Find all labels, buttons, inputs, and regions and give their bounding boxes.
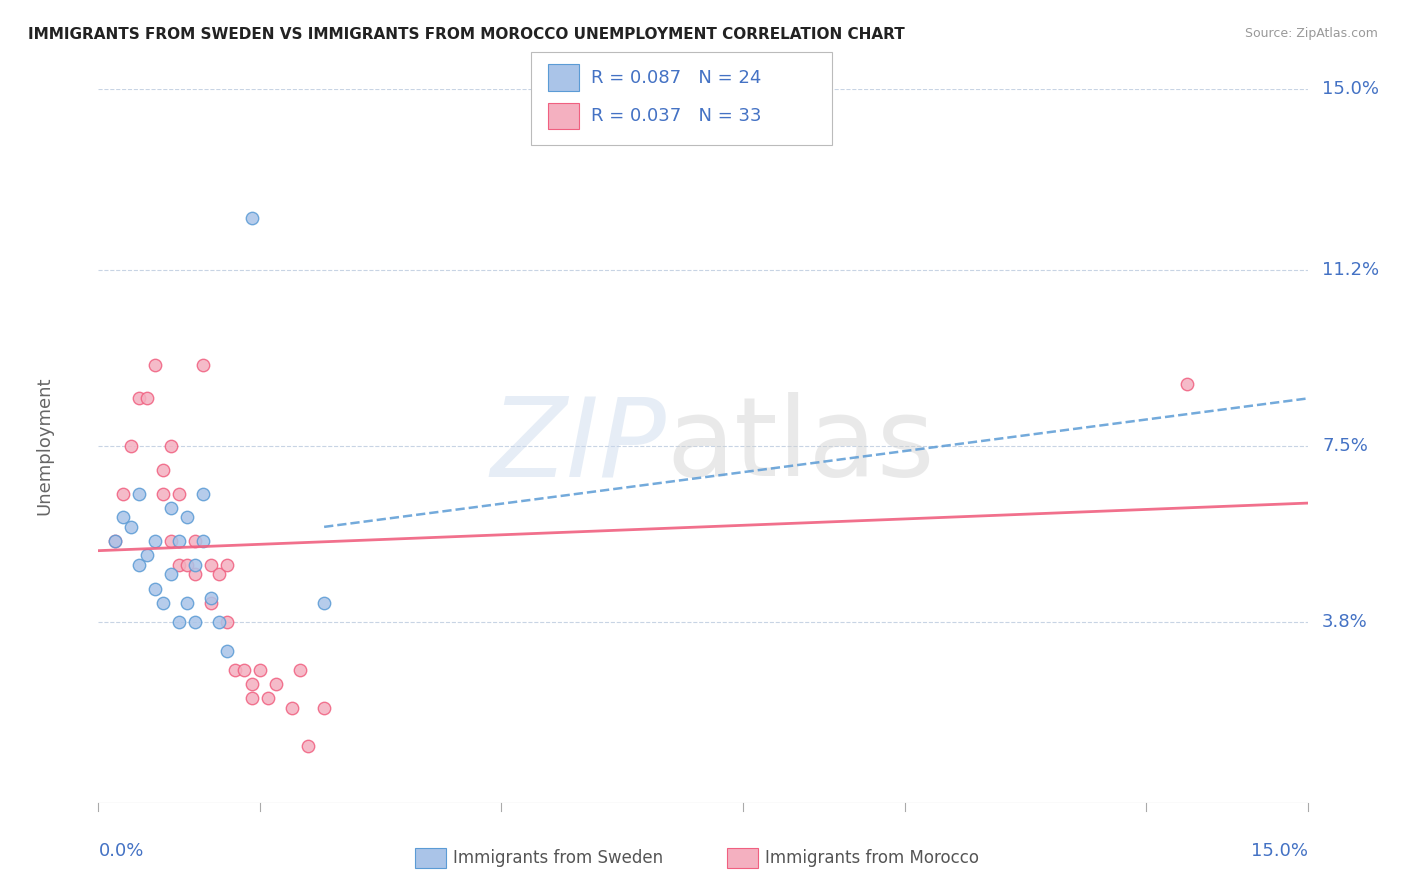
Point bbox=[224, 663, 246, 677]
Point bbox=[152, 596, 174, 610]
Point bbox=[193, 534, 215, 549]
Point bbox=[297, 739, 319, 753]
Text: Immigrants from Morocco: Immigrants from Morocco bbox=[765, 849, 979, 867]
Text: R = 0.037   N = 33: R = 0.037 N = 33 bbox=[591, 107, 761, 125]
Text: 15.0%: 15.0% bbox=[1250, 842, 1308, 860]
Point bbox=[217, 643, 239, 657]
Point bbox=[143, 582, 166, 596]
Text: 0.0%: 0.0% bbox=[98, 842, 143, 860]
Point bbox=[160, 439, 183, 453]
Point bbox=[208, 567, 231, 582]
Point bbox=[249, 663, 271, 677]
Point bbox=[103, 534, 125, 549]
Point bbox=[184, 615, 207, 629]
Text: ZIP: ZIP bbox=[491, 392, 666, 500]
Point bbox=[143, 534, 166, 549]
Point bbox=[167, 486, 190, 500]
Point bbox=[281, 700, 304, 714]
Point bbox=[135, 392, 157, 406]
Text: R = 0.087   N = 24: R = 0.087 N = 24 bbox=[591, 69, 761, 87]
Text: 3.8%: 3.8% bbox=[1322, 613, 1368, 631]
Point bbox=[160, 567, 183, 582]
Point bbox=[200, 596, 222, 610]
Point bbox=[217, 558, 239, 572]
Text: IMMIGRANTS FROM SWEDEN VS IMMIGRANTS FROM MOROCCO UNEMPLOYMENT CORRELATION CHART: IMMIGRANTS FROM SWEDEN VS IMMIGRANTS FRO… bbox=[28, 27, 905, 42]
Point bbox=[208, 615, 231, 629]
Point bbox=[314, 700, 336, 714]
Point bbox=[167, 558, 190, 572]
Point bbox=[167, 615, 190, 629]
Point bbox=[143, 358, 166, 372]
Point bbox=[176, 596, 198, 610]
Text: Immigrants from Sweden: Immigrants from Sweden bbox=[453, 849, 662, 867]
Point bbox=[128, 486, 150, 500]
Point bbox=[128, 392, 150, 406]
Point bbox=[264, 677, 287, 691]
Point bbox=[217, 615, 239, 629]
Point bbox=[240, 211, 263, 225]
Point bbox=[152, 463, 174, 477]
Point bbox=[160, 534, 183, 549]
Point bbox=[200, 591, 222, 606]
Point bbox=[128, 558, 150, 572]
Text: 15.0%: 15.0% bbox=[1322, 80, 1379, 98]
Point bbox=[120, 439, 142, 453]
Text: 11.2%: 11.2% bbox=[1322, 261, 1379, 279]
Text: 7.5%: 7.5% bbox=[1322, 437, 1368, 455]
Point bbox=[288, 663, 311, 677]
Point bbox=[152, 486, 174, 500]
Point bbox=[314, 596, 336, 610]
Point bbox=[135, 549, 157, 563]
Point bbox=[120, 520, 142, 534]
Point bbox=[184, 534, 207, 549]
Text: Source: ZipAtlas.com: Source: ZipAtlas.com bbox=[1244, 27, 1378, 40]
Point bbox=[111, 510, 134, 524]
Point bbox=[240, 677, 263, 691]
Point bbox=[167, 534, 190, 549]
Point bbox=[256, 691, 278, 706]
Point bbox=[184, 567, 207, 582]
Point bbox=[176, 510, 198, 524]
Point bbox=[193, 486, 215, 500]
Point bbox=[200, 558, 222, 572]
Point bbox=[103, 534, 125, 549]
Point bbox=[160, 500, 183, 515]
Point bbox=[240, 691, 263, 706]
Point bbox=[193, 358, 215, 372]
Point bbox=[176, 558, 198, 572]
Point bbox=[111, 486, 134, 500]
Text: Unemployment: Unemployment bbox=[35, 376, 53, 516]
Point bbox=[1175, 377, 1198, 392]
Point bbox=[232, 663, 254, 677]
Text: atlas: atlas bbox=[666, 392, 935, 500]
Point bbox=[184, 558, 207, 572]
